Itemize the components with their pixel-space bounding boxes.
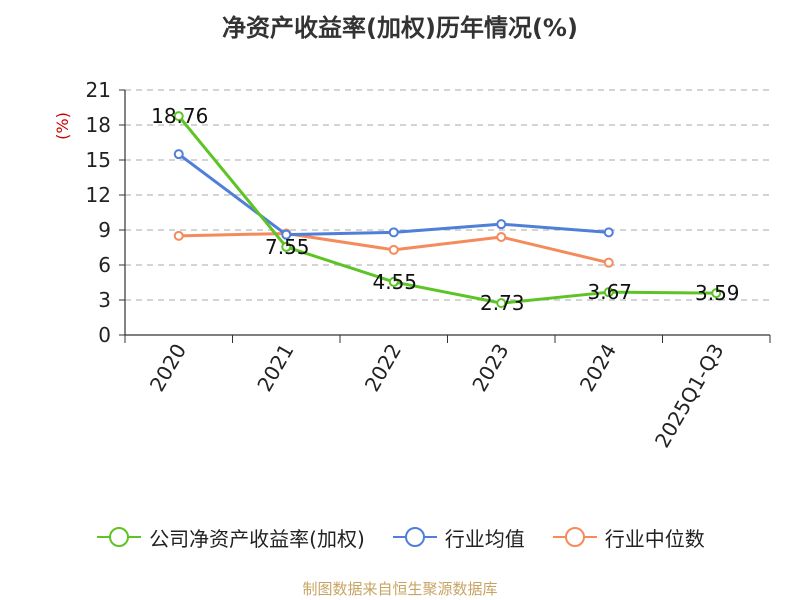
legend-marker-icon (97, 527, 142, 547)
y-tick-label: 9 (98, 218, 111, 242)
y-tick-label: 3 (98, 288, 111, 312)
data-point (603, 287, 614, 298)
data-point (496, 232, 507, 242)
data-point (281, 241, 292, 252)
y-axis-label: (%) (53, 112, 72, 140)
series-line (177, 115, 717, 305)
legend-label: 行业均值 (444, 526, 525, 551)
x-tick-label: 2024 (575, 340, 621, 396)
data-point (496, 219, 507, 230)
data-label: 3.59 (695, 281, 740, 305)
x-tick-label: 2022 (360, 340, 406, 396)
axes (119, 89, 771, 343)
legend-label: 公司净资产收益率(加权) (149, 526, 365, 551)
data-point (711, 288, 722, 299)
data-point (173, 149, 184, 160)
data-point (173, 230, 184, 241)
legend-item[interactable]: 行业均值 (391, 523, 525, 552)
x-tick-labels: 2020 2021 2022 2023 2024 2025Q1-Q3 (145, 340, 729, 452)
y-tick-label: 21 (86, 78, 111, 102)
data-point (388, 276, 399, 287)
y-tick-label: 12 (86, 183, 111, 207)
y-tick-labels: 0 3 6 9 12 15 18 21 (86, 78, 111, 347)
data-label: 7.55 (265, 235, 310, 259)
data-point (388, 244, 399, 255)
data-label: 4.55 (372, 270, 417, 294)
x-tick-label: 2025Q1-Q3 (650, 340, 729, 452)
y-tick-label: 15 (86, 148, 111, 172)
legend-marker-icon (552, 527, 597, 547)
legend-item[interactable]: 行业中位数 (551, 523, 705, 552)
data-point (603, 227, 614, 238)
source-note: 制图数据来自恒生聚源数据库 (302, 580, 498, 598)
y-tick-label: 6 (98, 253, 111, 277)
data-point (388, 227, 399, 238)
legend-marker-circle (109, 527, 130, 547)
x-tick-label: 2023 (467, 340, 513, 396)
legend: 公司净资产收益率(加权) 行业均值 行业中位数 (0, 519, 800, 555)
x-tick-label: 2021 (252, 340, 298, 396)
legend-marker-circle (404, 527, 425, 547)
legend-item[interactable]: 公司净资产收益率(加权) (95, 523, 365, 552)
data-label: 18.76 (151, 104, 208, 128)
data-label: 3.67 (587, 280, 632, 304)
y-tick-label: 0 (98, 323, 111, 347)
gridlines (125, 89, 770, 301)
data-point (173, 111, 184, 122)
x-tick-label: 2020 (145, 340, 191, 396)
legend-marker-icon (392, 527, 437, 547)
chart-title: 净资产收益率(加权)历年情况(%) (222, 14, 578, 42)
legend-marker-circle (564, 527, 585, 547)
data-point (281, 229, 292, 240)
data-point (603, 257, 614, 268)
legend-label: 行业中位数 (604, 526, 705, 551)
series-lines (173, 111, 722, 309)
data-point (496, 298, 507, 309)
data-label: 2.73 (480, 291, 525, 315)
data-labels: 18.76 7.55 4.55 2.73 3.67 3.59 (151, 104, 739, 315)
y-tick-label: 18 (86, 113, 111, 137)
